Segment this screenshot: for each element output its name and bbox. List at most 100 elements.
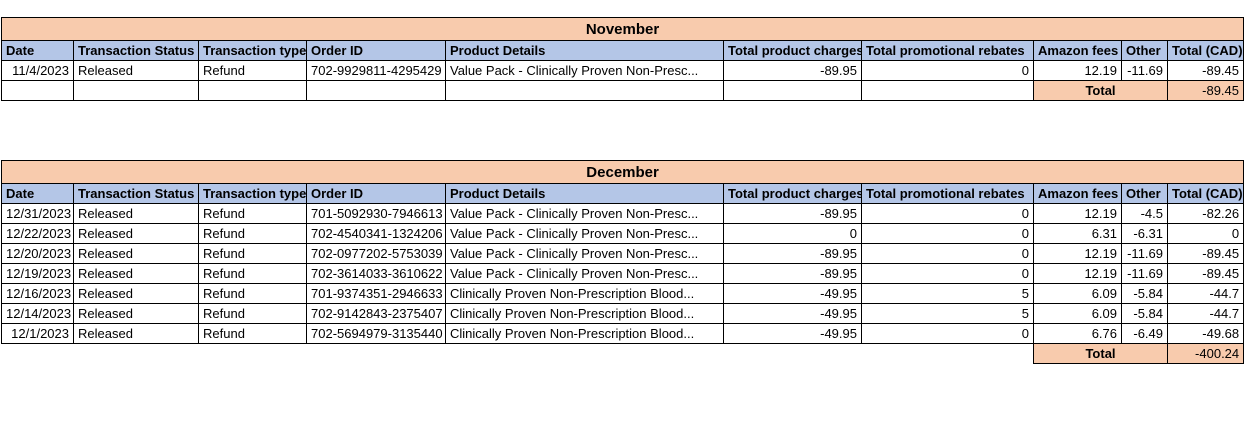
november-title[interactable]: November [0,17,1245,41]
cell-total-cad[interactable]: 0 [1166,223,1245,244]
cell-total-promotional-rebates[interactable]: 0 [861,263,1034,284]
cell-total-cad[interactable]: -89.45 [1166,243,1245,264]
cell-total-cad[interactable]: -89.45 [1166,263,1245,284]
column-header-date[interactable]: Date [1,40,74,61]
cell-amazon-fees[interactable]: 12.19 [1033,203,1122,224]
cell-total-promotional-rebates[interactable]: 5 [861,303,1034,324]
cell-transaction-type[interactable]: Refund [198,263,307,284]
cell-product-details[interactable]: Value Pack - Clinically Proven Non-Presc… [445,60,724,81]
cell-product-details[interactable]: Clinically Proven Non-Prescription Blood… [445,323,724,344]
cell-date[interactable]: 12/14/2023 [1,303,74,324]
cell-total-product-charges[interactable]: -89.95 [723,203,862,224]
cell-order-id[interactable]: 702-9142843-2375407 [306,303,446,324]
cell-transaction-type[interactable]: Refund [198,243,307,264]
cell-other[interactable]: -5.84 [1121,303,1168,324]
november-total-label[interactable]: Total [1033,80,1168,101]
cell-other[interactable]: -6.49 [1121,323,1168,344]
cell-total-promotional-rebates[interactable]: 0 [861,243,1034,264]
cell-order-id[interactable]: 702-3614033-3610622 [306,263,446,284]
cell-transaction-status[interactable]: Released [73,283,199,304]
cell-order-id[interactable]: 701-5092930-7946613 [306,203,446,224]
cell-date[interactable]: 11/4/2023 [1,60,74,81]
empty-cell[interactable] [306,80,446,101]
cell-amazon-fees[interactable]: 6.76 [1033,323,1122,344]
cell-date[interactable]: 12/31/2023 [1,203,74,224]
column-header-total-product-charges[interactable]: Total product charges [723,40,862,61]
cell-amazon-fees[interactable]: 12.19 [1033,263,1122,284]
column-header-total-cad[interactable]: Total (CAD) [1166,183,1245,204]
column-header-transaction-type[interactable]: Transaction type [198,183,307,204]
column-header-transaction-type[interactable]: Transaction type [198,40,307,61]
column-header-total-cad[interactable]: Total (CAD) [1166,40,1245,61]
cell-other[interactable]: -11.69 [1121,243,1168,264]
cell-other[interactable]: -6.31 [1121,223,1168,244]
cell-transaction-status[interactable]: Released [73,303,199,324]
cell-transaction-type[interactable]: Refund [198,303,307,324]
cell-transaction-status[interactable]: Released [73,223,199,244]
column-header-order-id[interactable]: Order ID [306,40,446,61]
november-total-value[interactable]: -89.45 [1166,80,1245,101]
cell-product-details[interactable]: Clinically Proven Non-Prescription Blood… [445,283,724,304]
cell-total-cad[interactable]: -82.26 [1166,203,1245,224]
empty-cell[interactable] [445,80,724,101]
cell-amazon-fees[interactable]: 6.09 [1033,283,1122,304]
cell-transaction-type[interactable]: Refund [198,283,307,304]
cell-transaction-status[interactable]: Released [73,323,199,344]
empty-cell[interactable] [861,80,1034,101]
column-header-amazon-fees[interactable]: Amazon fees [1033,183,1122,204]
empty-cell[interactable] [198,80,307,101]
cell-total-cad[interactable]: -44.7 [1166,283,1245,304]
cell-total-product-charges[interactable]: -89.95 [723,60,862,81]
cell-amazon-fees[interactable]: 12.19 [1033,243,1122,264]
cell-total-product-charges[interactable]: -89.95 [723,243,862,264]
cell-date[interactable]: 12/16/2023 [1,283,74,304]
cell-amazon-fees[interactable]: 6.31 [1033,223,1122,244]
column-header-total-product-charges[interactable]: Total product charges [723,183,862,204]
cell-total-promotional-rebates[interactable]: 0 [861,323,1034,344]
cell-order-id[interactable]: 702-4540341-1324206 [306,223,446,244]
cell-date[interactable]: 12/19/2023 [1,263,74,284]
cell-date[interactable]: 12/20/2023 [1,243,74,264]
cell-total-cad[interactable]: -89.45 [1166,60,1245,81]
cell-product-details[interactable]: Value Pack - Clinically Proven Non-Presc… [445,263,724,284]
empty-cell[interactable] [73,80,199,101]
cell-transaction-type[interactable]: Refund [198,60,307,81]
column-header-amazon-fees[interactable]: Amazon fees [1033,40,1122,61]
cell-order-id[interactable]: 702-5694979-3135440 [306,323,446,344]
december-total-label[interactable]: Total [1033,343,1168,364]
december-title[interactable]: December [0,160,1245,184]
cell-date[interactable]: 12/1/2023 [1,323,74,344]
column-header-other[interactable]: Other [1121,183,1168,204]
cell-total-product-charges[interactable]: -89.95 [723,263,862,284]
column-header-other[interactable]: Other [1121,40,1168,61]
cell-other[interactable]: -11.69 [1121,60,1168,81]
cell-product-details[interactable]: Value Pack - Clinically Proven Non-Presc… [445,243,724,264]
column-header-date[interactable]: Date [1,183,74,204]
cell-transaction-status[interactable]: Released [73,243,199,264]
cell-other[interactable]: -4.5 [1121,203,1168,224]
cell-transaction-status[interactable]: Released [73,203,199,224]
column-header-product-details[interactable]: Product Details [445,183,724,204]
cell-product-details[interactable]: Value Pack - Clinically Proven Non-Presc… [445,223,724,244]
cell-transaction-type[interactable]: Refund [198,223,307,244]
column-header-total-promotional-rebates[interactable]: Total promotional rebates [861,40,1034,61]
cell-amazon-fees[interactable]: 6.09 [1033,303,1122,324]
cell-total-product-charges[interactable]: 0 [723,223,862,244]
column-header-product-details[interactable]: Product Details [445,40,724,61]
cell-transaction-type[interactable]: Refund [198,203,307,224]
cell-amazon-fees[interactable]: 12.19 [1033,60,1122,81]
column-header-transaction-status[interactable]: Transaction Status [73,183,199,204]
cell-total-cad[interactable]: -49.68 [1166,323,1245,344]
cell-total-promotional-rebates[interactable]: 0 [861,223,1034,244]
empty-cell[interactable] [723,80,862,101]
cell-date[interactable]: 12/22/2023 [1,223,74,244]
cell-total-cad[interactable]: -44.7 [1166,303,1245,324]
cell-total-promotional-rebates[interactable]: 5 [861,283,1034,304]
cell-total-product-charges[interactable]: -49.95 [723,303,862,324]
cell-order-id[interactable]: 701-9374351-2946633 [306,283,446,304]
column-header-total-promotional-rebates[interactable]: Total promotional rebates [861,183,1034,204]
cell-product-details[interactable]: Clinically Proven Non-Prescription Blood… [445,303,724,324]
cell-other[interactable]: -11.69 [1121,263,1168,284]
cell-transaction-status[interactable]: Released [73,60,199,81]
cell-total-product-charges[interactable]: -49.95 [723,283,862,304]
